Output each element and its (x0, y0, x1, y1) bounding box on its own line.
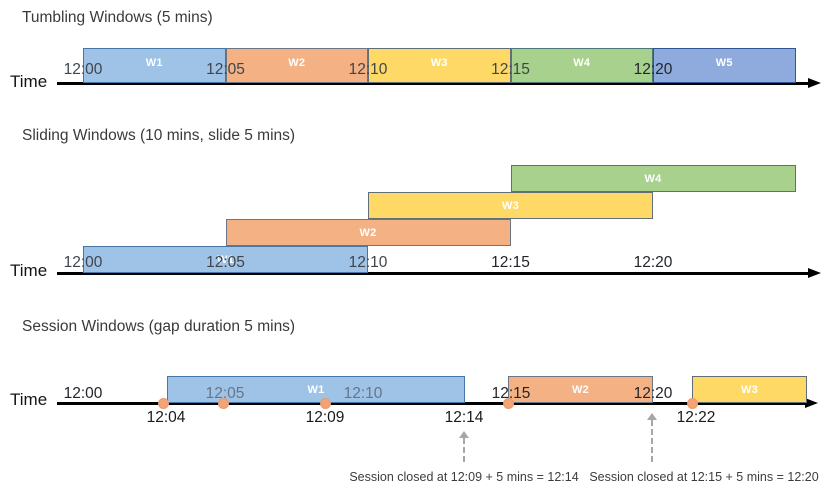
dashed-arrow-up-icon (459, 431, 469, 438)
sliding-tick-1220: 12:20 (633, 254, 673, 271)
window-label: W4 (573, 57, 591, 69)
window-label: W4 (644, 172, 662, 185)
window-label: W1 (145, 57, 163, 69)
sliding-tick-1215: 12:15 (491, 254, 530, 271)
tumbling-window-w5: W5 (653, 48, 796, 83)
sliding-window-w4: W4 (510, 165, 796, 192)
event-dot (320, 398, 331, 409)
window-label: W3 (430, 57, 448, 69)
session-tick-1210: 12:10 (343, 385, 383, 402)
event-dot (687, 398, 698, 409)
dashed-arrow-line (463, 438, 465, 462)
session-time-axis (57, 402, 805, 405)
event-dot (503, 398, 514, 409)
tumbling-time-axis (57, 82, 809, 85)
session-tick-1215: 12:15 (491, 385, 531, 402)
event-dot (218, 398, 229, 409)
sliding-window-w1: W1 (83, 246, 368, 273)
tumbling-window-w4: W4 (510, 48, 653, 83)
session-section-title: Session Windows (gap duration 5 mins) (22, 318, 296, 335)
tumbling-tick-1205: 12:05 (206, 61, 245, 78)
sliding-tick-1200: 12:00 (63, 254, 103, 271)
dashed-arrow-line (651, 420, 653, 462)
dashed-arrow-up-icon (647, 413, 657, 420)
sliding-time-axis (57, 272, 809, 275)
session-tick-1200: 12:00 (63, 385, 103, 402)
tumbling-tick-1215: 12:15 (491, 61, 530, 78)
session-tick-1205: 12:05 (205, 385, 245, 402)
window-label: W3 (740, 383, 759, 396)
session-time-axis-label: Time (10, 390, 48, 409)
window-label: W3 (501, 199, 520, 212)
window-label: W1 (216, 253, 235, 266)
sliding-section-title: Sliding Windows (10 mins, slide 5 mins) (22, 127, 296, 144)
tumbling-axis-arrow-icon (808, 77, 821, 88)
session-event-time-1204: 12:04 (146, 409, 186, 426)
window-label: W2 (359, 226, 377, 239)
tumbling-tick-1200: 12:00 (63, 61, 103, 78)
tumbling-window-w1: W1 (83, 48, 226, 83)
session-tick-1220: 12:20 (633, 385, 673, 402)
window-label: W5 (715, 57, 733, 69)
session-close-time-1214: 12:14 (444, 409, 484, 426)
sliding-time-axis-label: Time (10, 261, 48, 280)
tumbling-section-title: Tumbling Windows (5 mins) (22, 9, 213, 26)
tumbling-window-w2: W2 (225, 48, 368, 83)
tumbling-tick-1220: 12:20 (633, 61, 673, 78)
session-window-w3: W3 (692, 376, 807, 403)
session-event-time-1209: 12:09 (305, 409, 345, 426)
sliding-tick-1205: 12:05 (206, 254, 245, 271)
session-axis-arrow-icon (805, 397, 818, 408)
window-label: W2 (288, 57, 306, 69)
window-label: W1 (307, 383, 325, 396)
session-window-w2: W2 (508, 376, 653, 403)
tumbling-time-axis-label: Time (10, 72, 48, 91)
tumbling-window-w3: W3 (368, 48, 511, 83)
sliding-window-w3: W3 (368, 192, 653, 219)
event-dot (158, 398, 169, 409)
tumbling-tick-1210: 12:10 (348, 61, 388, 78)
sliding-axis-arrow-icon (808, 267, 821, 278)
sliding-tick-1210: 12:10 (348, 254, 388, 271)
session-event-time-1222: 12:22 (676, 409, 716, 426)
session-closed-annotation-1: Session closed at 12:09 + 5 mins = 12:14 (349, 470, 579, 484)
session-window-w1: W1 (167, 376, 465, 403)
sliding-window-w2: W2 (225, 219, 511, 246)
window-label: W2 (571, 383, 590, 396)
session-closed-annotation-2: Session closed at 12:15 + 5 mins = 12:20 (589, 470, 819, 484)
